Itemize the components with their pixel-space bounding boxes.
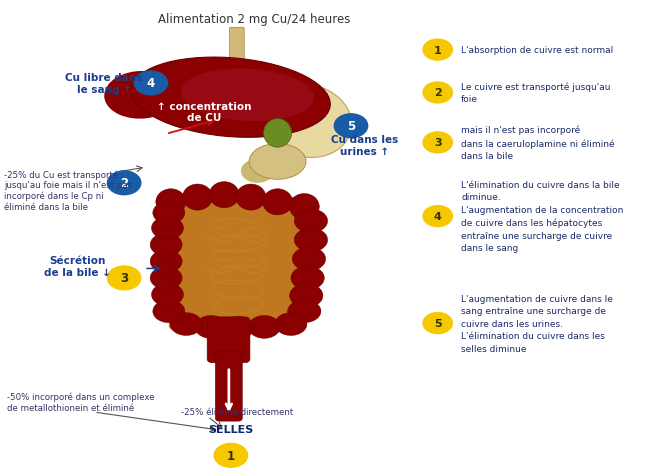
- Ellipse shape: [156, 189, 186, 216]
- FancyBboxPatch shape: [207, 317, 250, 363]
- Ellipse shape: [181, 69, 314, 122]
- Ellipse shape: [105, 72, 178, 119]
- Text: ↑ concentration
de CU: ↑ concentration de CU: [157, 101, 251, 123]
- Ellipse shape: [151, 284, 184, 307]
- Circle shape: [134, 72, 168, 96]
- Ellipse shape: [289, 284, 323, 308]
- Ellipse shape: [209, 182, 239, 208]
- Ellipse shape: [150, 267, 182, 290]
- Ellipse shape: [182, 185, 212, 211]
- Ellipse shape: [292, 248, 326, 271]
- Ellipse shape: [294, 228, 328, 252]
- Ellipse shape: [150, 234, 182, 257]
- Ellipse shape: [291, 267, 324, 290]
- Ellipse shape: [151, 217, 184, 240]
- Text: 5: 5: [347, 120, 355, 133]
- Text: Sécrétion
de la bile ↓: Sécrétion de la bile ↓: [44, 256, 111, 277]
- Ellipse shape: [263, 189, 293, 216]
- Text: -25% éliminé directement: -25% éliminé directement: [181, 407, 293, 416]
- Text: Cu libre dans
le sang ↑: Cu libre dans le sang ↑: [66, 73, 143, 95]
- Text: SELLES: SELLES: [208, 424, 253, 434]
- FancyBboxPatch shape: [216, 351, 243, 421]
- Text: Alimentation 2 mg Cu/24 heures: Alimentation 2 mg Cu/24 heures: [158, 12, 350, 26]
- Text: 1: 1: [227, 449, 235, 462]
- Text: 2: 2: [120, 177, 128, 190]
- Circle shape: [107, 267, 141, 290]
- Text: L'augmentation de cuivre dans le
sang entraîne une surcharge de
cuivre dans les : L'augmentation de cuivre dans le sang en…: [461, 294, 613, 353]
- Ellipse shape: [241, 159, 274, 183]
- Ellipse shape: [222, 317, 253, 339]
- Ellipse shape: [294, 209, 328, 233]
- Ellipse shape: [150, 250, 182, 273]
- Text: 3: 3: [120, 272, 128, 285]
- Ellipse shape: [170, 313, 202, 336]
- Ellipse shape: [153, 300, 185, 323]
- Ellipse shape: [263, 85, 352, 158]
- Text: 2: 2: [434, 88, 442, 98]
- Text: Le cuivre est transporté jusqu'au
foie: Le cuivre est transporté jusqu'au foie: [461, 82, 610, 104]
- FancyBboxPatch shape: [230, 28, 245, 73]
- Text: L'élimination du cuivre dans la bile
diminue.
L'augmentation de la concentration: L'élimination du cuivre dans la bile dim…: [461, 180, 624, 253]
- Text: -25% du Cu est transporté
jusqu'au foie mais il n'est pas
incorporé dans le Cp n: -25% du Cu est transporté jusqu'au foie …: [4, 170, 132, 211]
- Ellipse shape: [289, 194, 320, 220]
- Ellipse shape: [131, 58, 330, 138]
- Text: 4: 4: [433, 212, 442, 222]
- Text: 3: 3: [434, 138, 442, 148]
- Circle shape: [334, 115, 368, 139]
- Circle shape: [423, 313, 452, 334]
- Circle shape: [423, 133, 452, 154]
- Circle shape: [423, 83, 452, 104]
- Circle shape: [423, 206, 452, 227]
- Ellipse shape: [195, 316, 227, 338]
- FancyBboxPatch shape: [169, 198, 306, 330]
- Text: L'absorption de cuivre est normal: L'absorption de cuivre est normal: [461, 46, 613, 55]
- Text: Cu dans les
urines ↑: Cu dans les urines ↑: [331, 135, 398, 156]
- Circle shape: [107, 171, 141, 195]
- Text: -50% incorporé dans un complexe
de metallothionein et éliminé: -50% incorporé dans un complexe de metal…: [7, 392, 155, 412]
- Ellipse shape: [236, 185, 266, 211]
- Ellipse shape: [275, 313, 307, 336]
- Ellipse shape: [263, 119, 291, 148]
- Text: 1: 1: [434, 46, 442, 56]
- Circle shape: [423, 40, 452, 61]
- Text: 5: 5: [434, 318, 442, 328]
- Text: 4: 4: [147, 77, 155, 90]
- Circle shape: [214, 444, 247, 467]
- Ellipse shape: [153, 202, 185, 225]
- Ellipse shape: [248, 316, 280, 338]
- Ellipse shape: [249, 144, 306, 180]
- Text: mais il n'est pas incorporé
dans la caeruloplamine ni éliminé
dans la bile: mais il n'est pas incorporé dans la caer…: [461, 126, 614, 161]
- Ellipse shape: [287, 300, 321, 323]
